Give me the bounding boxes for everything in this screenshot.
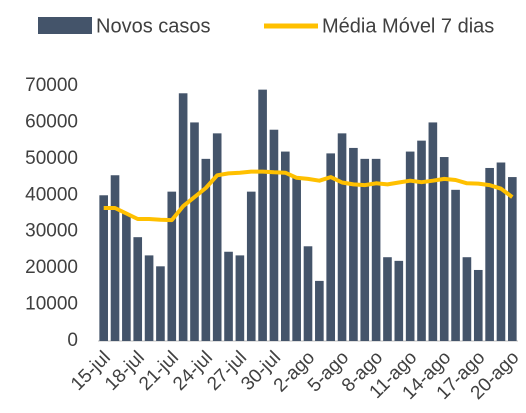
bar (496, 162, 506, 341)
bar (508, 177, 517, 341)
y-tick-label: 0 (67, 330, 78, 351)
bar (156, 266, 165, 341)
bar (110, 175, 120, 341)
bar (405, 151, 415, 341)
bar (360, 158, 370, 341)
bar (246, 191, 256, 341)
bar (485, 167, 494, 341)
bar (224, 251, 233, 341)
bar (292, 177, 301, 341)
bar (280, 151, 290, 341)
bar (178, 93, 188, 342)
bar (303, 246, 313, 341)
y-tick-label: 10000 (25, 294, 78, 315)
bar (258, 89, 267, 342)
y-tick-label: 40000 (25, 184, 78, 205)
bar (371, 158, 381, 341)
bar (315, 280, 324, 341)
bar (349, 147, 358, 341)
bar (439, 157, 449, 341)
y-tick-label: 20000 (25, 257, 78, 278)
bar (235, 255, 245, 341)
y-tick-label: 70000 (25, 75, 78, 96)
bar (201, 158, 211, 341)
bar (190, 122, 199, 341)
bar (99, 195, 108, 341)
bar (326, 153, 336, 341)
bar (383, 257, 392, 341)
legend-label: Novos casos (96, 15, 211, 37)
bar (269, 129, 279, 341)
bar (462, 257, 472, 341)
y-tick-label: 30000 (25, 221, 78, 242)
bar (428, 122, 438, 341)
bar (394, 260, 404, 341)
bar (144, 255, 154, 341)
bar (417, 140, 426, 341)
line (103, 169, 514, 223)
bar (451, 189, 460, 341)
bar (133, 237, 143, 341)
bar (473, 269, 483, 341)
bar (122, 213, 131, 341)
bar (167, 191, 177, 341)
y-tick-label: 60000 (25, 111, 78, 132)
bar (212, 133, 222, 341)
bar (337, 133, 347, 341)
y-tick-label: 50000 (25, 148, 78, 169)
legend-label: Média Móvel 7 dias (322, 15, 494, 37)
legend-swatch (38, 17, 92, 34)
